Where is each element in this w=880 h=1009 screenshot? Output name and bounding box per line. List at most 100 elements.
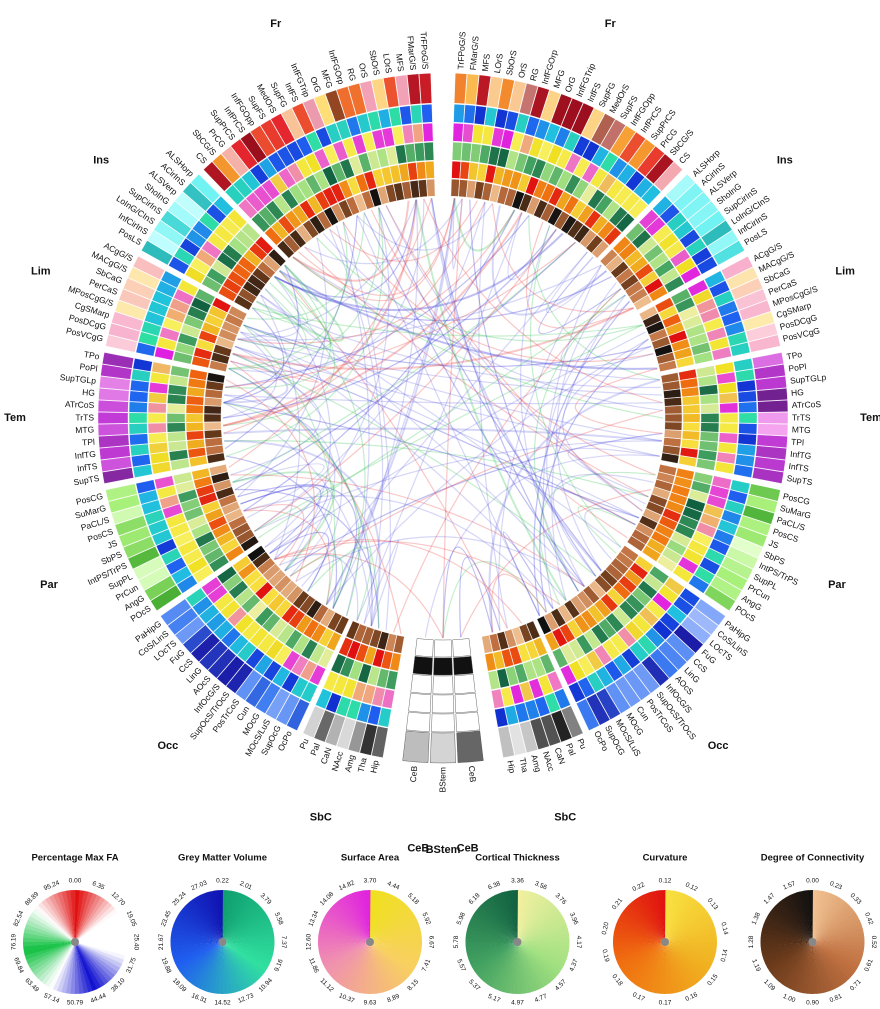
ring-cell <box>704 547 726 566</box>
ring-cell <box>553 126 571 148</box>
ring-cell <box>129 443 150 457</box>
ring-cell <box>638 606 659 627</box>
legend-slice <box>222 928 274 942</box>
ring-cell <box>473 105 487 126</box>
ring-cell <box>679 377 699 389</box>
ring-cell <box>562 195 580 215</box>
ring-cell <box>571 102 595 136</box>
ring-cell <box>288 183 307 205</box>
ring-cell <box>185 422 204 432</box>
ring-cell <box>361 626 375 646</box>
ring-cell <box>371 686 386 707</box>
ring-cell <box>497 78 515 111</box>
ring-cell <box>105 483 138 502</box>
legend-slice <box>75 896 106 942</box>
ring-cell <box>706 494 727 510</box>
ring-cell <box>363 170 377 190</box>
ring-cell <box>330 653 347 675</box>
ring-cell <box>151 361 172 375</box>
chord <box>234 345 636 526</box>
ring-cell <box>285 140 305 162</box>
ring-cell <box>462 123 474 143</box>
region-label: PoPl <box>788 361 807 373</box>
ring-cell <box>621 647 641 669</box>
ring-cell <box>696 256 718 275</box>
ring-cell <box>150 371 170 385</box>
legend-slice <box>37 942 75 982</box>
ring-cell <box>393 182 405 202</box>
legend-slice <box>517 937 570 943</box>
chord <box>363 539 400 627</box>
ring-cell <box>286 162 305 184</box>
ring-cell <box>645 153 674 185</box>
ring-cell <box>605 612 625 633</box>
ring-cell <box>221 146 250 177</box>
region-label: Pu <box>297 737 310 751</box>
legend-slice <box>370 942 413 976</box>
chord <box>546 251 607 314</box>
chord <box>254 229 557 532</box>
ring-cell <box>148 432 168 444</box>
ring-cell <box>492 650 506 670</box>
region-label: SbOrS <box>504 49 519 76</box>
ring-cell <box>227 606 248 627</box>
legend-slice <box>75 942 121 973</box>
ring-cell <box>593 644 613 666</box>
chord <box>224 394 336 572</box>
legend-tick: 0.61 <box>863 958 874 973</box>
ring-cell <box>191 467 211 481</box>
ring-cell <box>224 508 244 523</box>
ring-cell <box>186 395 205 406</box>
chord <box>539 338 649 613</box>
chord <box>292 198 456 302</box>
ring-cell <box>286 585 304 604</box>
legend-slice <box>75 932 127 942</box>
legend-slice <box>370 905 411 942</box>
ring-cell <box>372 168 386 188</box>
ring-cell <box>500 686 515 707</box>
legend-slice <box>812 902 850 942</box>
legend-slice <box>370 894 397 942</box>
chord <box>223 307 285 404</box>
ring-cell <box>245 191 266 213</box>
ring-cell <box>678 368 698 381</box>
legend-slice <box>370 942 416 973</box>
ring-cell <box>128 401 148 413</box>
ring-cell <box>185 587 207 608</box>
ring-cell <box>613 185 633 206</box>
ring-cell <box>712 240 745 266</box>
ring-cell <box>698 384 719 396</box>
legend-tick: 25.24 <box>171 891 188 908</box>
ring-cell <box>132 464 153 478</box>
ring-cell <box>568 681 586 703</box>
ring-cell <box>204 507 224 523</box>
ring-cell <box>122 535 156 559</box>
ring-cell <box>719 412 739 424</box>
ring-cell <box>269 618 288 639</box>
ring-cell <box>186 386 205 398</box>
legend-slice <box>517 916 565 942</box>
ring-cell <box>410 104 423 124</box>
ring-cell <box>624 280 644 298</box>
ring-cell <box>719 402 739 414</box>
chord <box>226 207 384 457</box>
ring-cell <box>645 216 666 237</box>
legend-tick: 0.21 <box>611 897 625 912</box>
ring-cell <box>564 152 582 174</box>
legend-slice <box>812 942 843 988</box>
chord <box>252 307 643 337</box>
legend-tick: 5.78 <box>453 935 460 948</box>
ring-cell <box>631 587 652 607</box>
ring-cell <box>548 186 564 207</box>
legend-slice <box>665 924 716 942</box>
ring-cell <box>271 666 291 688</box>
region-label: ATrCoS <box>792 399 822 410</box>
ring-cell <box>594 194 614 215</box>
ring-cell <box>166 413 186 423</box>
ring-cell <box>651 592 673 612</box>
ring-cell <box>566 619 584 639</box>
legend-slice <box>812 942 846 985</box>
legend-slice <box>188 942 223 985</box>
legend-slice <box>628 901 665 942</box>
legend-title: Curvature <box>643 853 688 864</box>
